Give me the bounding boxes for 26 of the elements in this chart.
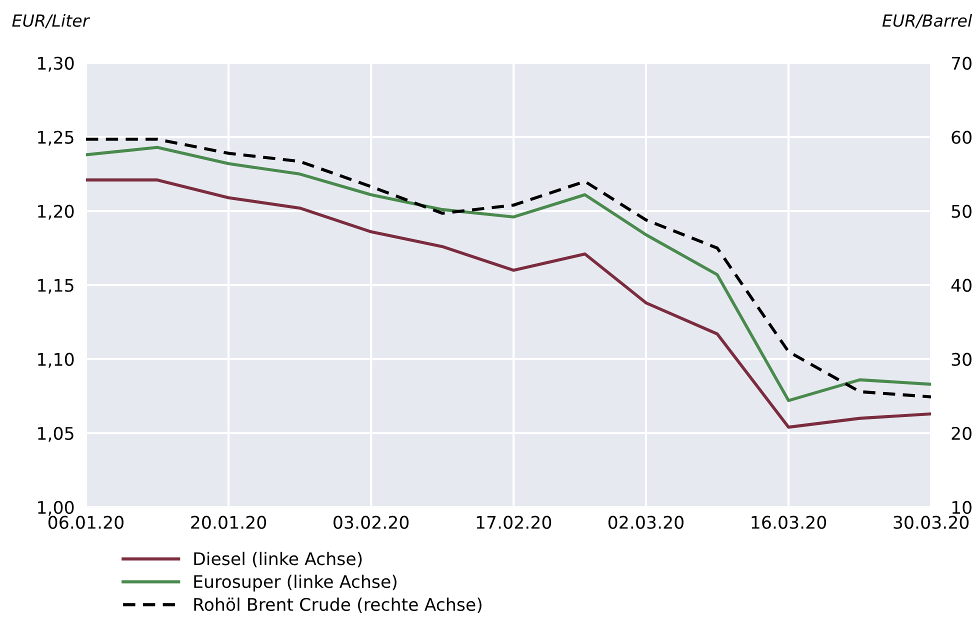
x-tick-label: 02.03.20	[608, 516, 684, 529]
y2-tick-label: 10	[952, 500, 972, 514]
y2-tick-label: 70	[952, 56, 972, 70]
y-tick-label: 1,05	[38, 426, 74, 442]
y-tick-label: 1,00	[38, 500, 74, 516]
y2-tick-label: 40	[951, 278, 972, 292]
x-tick-label: 30.03.20	[894, 516, 969, 529]
y2-axis-title: EUR/Barrel	[882, 14, 972, 28]
x-tick-label: 20.01.20	[191, 516, 266, 529]
y2-tick-label: 20	[952, 426, 972, 440]
y2-tick-label: 30	[952, 352, 972, 366]
y-tick-label: 1,20	[38, 204, 74, 220]
x-tick-label: 16.03.20	[752, 516, 826, 529]
y-tick-label: 1,15	[38, 279, 74, 294]
x-tick-label: 06.01.20	[48, 516, 124, 529]
legend-label: Diesel (linke Achse)	[194, 552, 362, 568]
y2-tick-label: 50	[952, 204, 972, 218]
y2-tick-label: 60	[952, 130, 972, 144]
y-tick-label: 1,10	[38, 352, 74, 368]
x-tick-label: 03.02.20	[334, 516, 409, 529]
y-axis-title: EUR/Liter	[12, 14, 90, 28]
x-tick-label: 17.02.20	[476, 516, 552, 529]
legend-label: Eurosuper (linke Achse)	[194, 574, 396, 592]
legend-label: Rohöl Brent Crude (rechte Achse)	[194, 598, 482, 614]
y-tick-label: 1,25	[38, 130, 74, 146]
y-tick-label: 1,30	[38, 56, 74, 72]
